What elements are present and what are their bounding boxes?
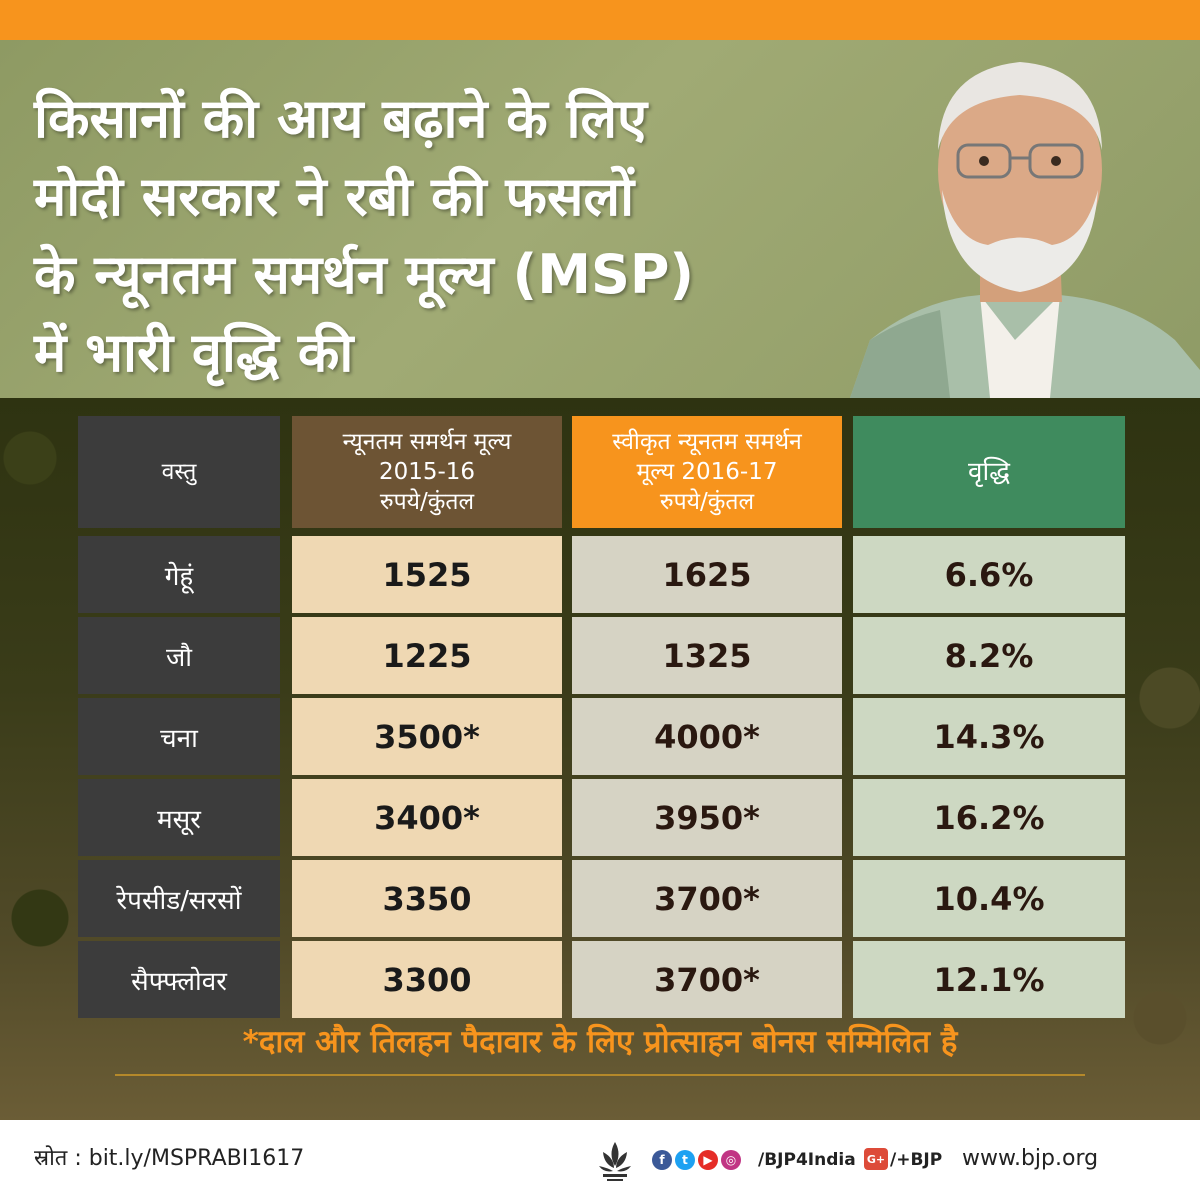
social-handle[interactable]: /BJP4India <box>758 1150 856 1170</box>
row-5-item: रेपसीड/सरसों <box>78 860 280 937</box>
row-6-growth: 12.1% <box>853 941 1125 1018</box>
social-icons: f t ▶ ◎ <box>652 1150 741 1170</box>
row-6-msp-2015: 3300 <box>292 941 562 1018</box>
header-msp-2016-line-2: मूल्य 2016-17 <box>636 459 778 485</box>
row-3-msp-2015: 3500* <box>292 698 562 775</box>
header-msp-2016-line-3: रुपये/कुंतल <box>659 489 755 515</box>
row-1-item: गेहूं <box>78 536 280 613</box>
row-1-msp-2015: 1525 <box>292 536 562 613</box>
headline-line-2: मोदी सरकार ने रबी की फसलों <box>34 165 635 228</box>
header-msp-2016: स्वीकृत न्यूनतम समर्थन मूल्य 2016-17 रुप… <box>572 416 842 528</box>
leader-portrait <box>850 62 1200 398</box>
header-msp-2015-line-3: रुपये/कुंतल <box>379 489 475 515</box>
google-plus-icon[interactable]: G+ <box>864 1148 888 1170</box>
row-3-msp-2016: 4000* <box>572 698 842 775</box>
headline-line-4: में भारी वृद्धि की <box>34 321 354 384</box>
lotus-logo-icon <box>599 1142 631 1181</box>
facebook-icon[interactable]: f <box>652 1150 672 1170</box>
row-2-item: जौ <box>78 617 280 694</box>
youtube-icon[interactable]: ▶ <box>698 1150 718 1170</box>
header-msp-2015: न्यूनतम समर्थन मूल्य 2015-16 रुपये/कुंतल <box>292 416 562 528</box>
row-2-msp-2016: 1325 <box>572 617 842 694</box>
header-item-label: वस्तु <box>161 459 197 485</box>
row-6-msp-2016: 3700* <box>572 941 842 1018</box>
source-link[interactable]: स्रोत : bit.ly/MSPRABI1617 <box>34 1146 305 1171</box>
row-1-growth: 6.6% <box>853 536 1125 613</box>
row-4-msp-2015: 3400* <box>292 779 562 856</box>
row-4-item: मसूर <box>78 779 280 856</box>
header-msp-2015-line-1: न्यूनतम समर्थन मूल्य <box>342 429 512 455</box>
header-growth-label: वृद्धि <box>968 457 1010 487</box>
row-4-msp-2016: 3950* <box>572 779 842 856</box>
header-msp-2015-line-2: 2015-16 <box>378 459 476 485</box>
headline-line-1: किसानों की आय बढ़ाने के लिए <box>34 87 647 150</box>
row-2-msp-2015: 1225 <box>292 617 562 694</box>
row-5-msp-2016: 3700* <box>572 860 842 937</box>
row-2-growth: 8.2% <box>853 617 1125 694</box>
row-5-growth: 10.4% <box>853 860 1125 937</box>
footnote: *दाल और तिलहन पैदावार के लिए प्रोत्साहन … <box>242 1024 958 1060</box>
header-growth: वृद्धि <box>853 416 1125 528</box>
row-3-item: चना <box>78 698 280 775</box>
row-3-growth: 14.3% <box>853 698 1125 775</box>
row-6-item: सैफ्फ्लोवर <box>78 941 280 1018</box>
header-item: वस्तु <box>78 416 280 528</box>
footnote-underline <box>115 1074 1085 1076</box>
instagram-icon[interactable]: ◎ <box>721 1150 741 1170</box>
headline: किसानों की आय बढ़ाने के लिए मोदी सरकार न… <box>34 80 834 392</box>
row-5-msp-2015: 3350 <box>292 860 562 937</box>
google-plus-handle[interactable]: /+BJP <box>890 1150 943 1170</box>
top-orange-bar <box>0 0 1200 40</box>
row-4-growth: 16.2% <box>853 779 1125 856</box>
header-banner: किसानों की आय बढ़ाने के लिए मोदी सरकार न… <box>0 40 1200 398</box>
headline-line-3: के न्यूनतम समर्थन मूल्य (MSP) <box>34 243 695 306</box>
twitter-icon[interactable]: t <box>675 1150 695 1170</box>
header-msp-2016-line-1: स्वीकृत न्यूनतम समर्थन <box>612 429 802 455</box>
website-link[interactable]: www.bjp.org <box>962 1146 1099 1171</box>
footer: स्रोत : bit.ly/MSPRABI1617 f t ▶ ◎ /BJP4… <box>0 1120 1200 1200</box>
row-1-msp-2016: 1625 <box>572 536 842 613</box>
